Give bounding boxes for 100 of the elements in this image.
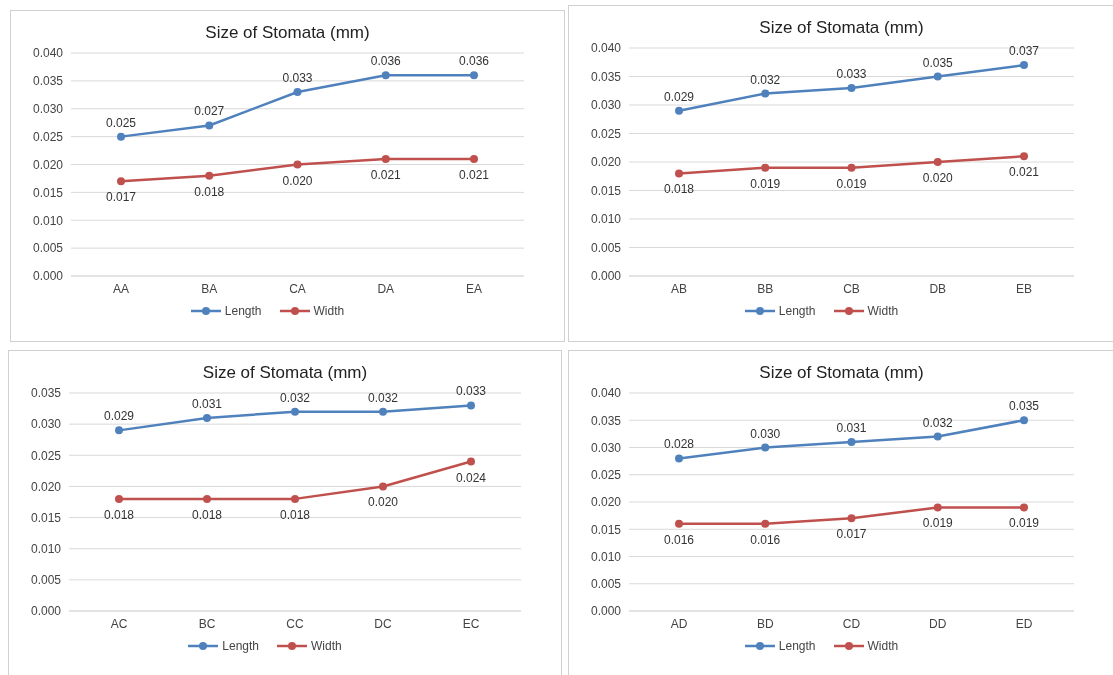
point: [117, 177, 125, 186]
point: [1020, 61, 1028, 70]
y-tick-label: 0.015: [590, 522, 622, 537]
x-tick-label: CD: [842, 616, 861, 631]
data-label: 0.016: [750, 532, 781, 547]
point: [847, 83, 856, 92]
point: [847, 163, 856, 172]
data-label: 0.032: [279, 390, 311, 405]
point: [1020, 503, 1028, 512]
point: [761, 519, 770, 528]
y-tick-label: 0.030: [32, 102, 64, 117]
data-label: 0.031: [836, 421, 867, 436]
point: [1020, 416, 1028, 425]
y-tick-label: 0.005: [590, 577, 622, 592]
point: [675, 454, 683, 463]
point: [470, 71, 478, 80]
legend-label: Length: [777, 639, 816, 653]
y-tick-label: 0.000: [590, 269, 622, 284]
x-tick-label: EC: [462, 616, 480, 631]
point: [847, 438, 856, 447]
data-label: 0.016: [663, 532, 695, 547]
y-tick-label: 0.000: [30, 604, 62, 619]
y-tick-label: 0.035: [590, 69, 622, 84]
data-label: 0.021: [370, 167, 402, 182]
data-label: 0.031: [191, 396, 223, 411]
data-label: 0.032: [750, 72, 781, 87]
legend-label: Length: [777, 304, 816, 318]
y-tick-label: 0.035: [32, 74, 64, 89]
legend-label: Length: [223, 304, 262, 318]
data-label: 0.017: [836, 527, 867, 542]
data-label: 0.019: [836, 176, 867, 191]
point: [293, 160, 302, 169]
data-label: 0.019: [1008, 516, 1040, 531]
point: [293, 88, 302, 97]
data-label: 0.018: [191, 507, 223, 522]
point: [379, 407, 387, 416]
y-tick-label: 0.040: [32, 46, 64, 61]
legend-label: Length: [221, 639, 259, 653]
data-label: 0.027: [194, 104, 225, 119]
point: [205, 121, 214, 130]
x-tick-label: AD: [670, 616, 688, 631]
data-label: 0.033: [282, 71, 313, 86]
data-label: 0.032: [367, 390, 399, 405]
y-tick-label: 0.005: [590, 240, 622, 255]
point: [675, 106, 683, 115]
point: [933, 432, 942, 441]
y-tick-label: 0.000: [590, 604, 622, 619]
data-label: 0.020: [367, 495, 399, 510]
x-tick-label: ED: [1015, 616, 1033, 631]
y-tick-label: 0.005: [30, 573, 62, 588]
point: [205, 171, 214, 180]
x-tick-label: DC: [374, 616, 392, 631]
point: [933, 503, 942, 512]
point: [115, 426, 123, 435]
point: [470, 154, 478, 163]
y-tick-label: 0.025: [590, 126, 622, 141]
y-tick-label: 0.020: [590, 155, 622, 170]
y-tick-label: 0.025: [590, 468, 622, 483]
data-label: 0.033: [836, 66, 867, 81]
data-label: 0.036: [370, 54, 402, 69]
y-tick-label: 0.025: [32, 129, 64, 144]
y-tick-label: 0.035: [30, 386, 62, 401]
x-tick-label: BA: [201, 281, 218, 296]
y-tick-label: 0.035: [590, 413, 622, 428]
data-label: 0.017: [105, 190, 137, 205]
x-tick-label: BB: [757, 281, 774, 296]
x-tick-label: BD: [756, 616, 774, 631]
y-tick-label: 0.040: [590, 41, 622, 56]
y-tick-label: 0.000: [32, 269, 64, 284]
x-tick-label: EA: [465, 281, 483, 296]
x-tick-label: AA: [112, 281, 130, 296]
y-tick-label: 0.015: [590, 183, 622, 198]
x-tick-label: AC: [110, 616, 128, 631]
chart-title: Size of Stomata (mm): [204, 23, 371, 43]
point: [675, 169, 683, 178]
data-label: 0.020: [922, 171, 954, 185]
data-label: 0.028: [663, 437, 695, 452]
y-tick-label: 0.015: [32, 185, 64, 200]
y-tick-label: 0.010: [32, 213, 64, 228]
data-label: 0.018: [103, 507, 135, 522]
y-tick-label: 0.010: [590, 549, 622, 564]
y-tick-label: 0.010: [590, 212, 622, 227]
legend-label: Width: [310, 639, 342, 653]
point: [117, 132, 125, 141]
point: [291, 494, 299, 503]
data-label: 0.019: [750, 176, 781, 191]
point: [467, 401, 475, 410]
point: [381, 154, 390, 163]
y-tick-label: 0.030: [30, 417, 62, 432]
data-label: 0.032: [922, 415, 954, 430]
chart-title: Size of Stomata (mm): [201, 363, 369, 383]
data-label: 0.019: [922, 516, 954, 531]
chart-title: Size of Stomata (mm): [758, 18, 925, 38]
point: [115, 494, 123, 503]
data-label: 0.018: [194, 184, 225, 199]
y-tick-label: 0.020: [590, 495, 622, 510]
data-label: 0.037: [1008, 44, 1040, 59]
point: [847, 514, 856, 523]
point: [933, 72, 942, 81]
data-label: 0.018: [279, 507, 311, 522]
